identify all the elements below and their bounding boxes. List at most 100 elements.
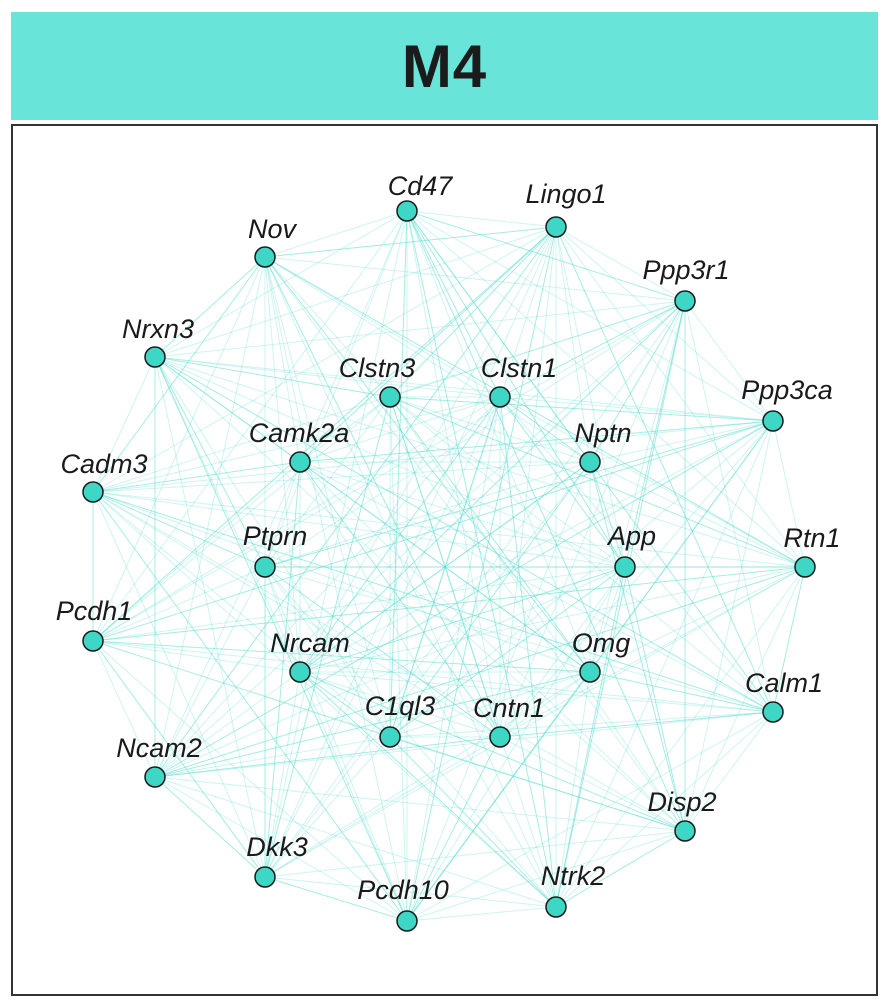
edge-nrxn3-ptprn [154,356,266,568]
edge-nov-c1ql3 [264,256,391,738]
edge-cntn1-pcdh10 [406,736,501,922]
edge-ppp3ca-nptn [589,420,774,463]
edge-nptn-ncam2 [154,461,591,778]
gene-label: Lingo1 [525,179,606,209]
edge-cadm3-pcdh10 [92,491,408,922]
edge-cadm3-ptprn [92,491,266,568]
edge-dkk3-ntrk2 [264,876,557,908]
edge-nov-pcdh10 [264,256,408,922]
edge-ppp3r1-pcdh1 [92,300,686,642]
edge-layer [92,210,806,922]
edge-cd47-lingo1 [406,210,557,228]
edge-nptn-ptprn [264,461,591,568]
edge-ppp3r1-calm1 [684,300,774,713]
gene-node-cntn1: Cntn1 [473,693,545,748]
edge-nrxn3-calm1 [154,356,774,713]
gene-node-dot [289,451,311,473]
gene-node-cadm3: Cadm3 [60,449,148,503]
edge-nov-nptn [264,256,591,463]
edge-ptprn-nrcam [264,566,301,673]
edge-ncam2-disp2 [154,776,686,832]
gene-node-nrxn3: Nrxn3 [122,314,194,368]
edge-ppp3ca-ntrk2 [555,420,774,908]
gene-node-dot [614,556,636,578]
gene-label: Ntrk2 [541,861,606,891]
edge-ppp3ca-camk2a [299,420,774,463]
edge-pcdh1-c1ql3 [92,640,391,738]
gene-label: Ptprn [243,521,308,551]
edge-calm1-ncam2 [154,711,774,778]
gene-node-ppp3ca: Ppp3ca [741,375,833,432]
edge-c1ql3-ntrk2 [389,736,557,908]
gene-label: Clstn3 [339,353,416,383]
edge-camk2a-calm1 [299,461,774,713]
edge-pcdh10-ntrk2 [406,906,557,922]
edge-ptprn-ntrk2 [264,566,557,908]
gene-node-dot [762,701,784,723]
gene-label: Disp2 [647,787,716,817]
edge-nov-pcdh1 [92,256,266,642]
gene-node-dot [794,556,816,578]
edge-lingo1-camk2a [299,226,557,463]
edge-nov-ncam2 [154,256,266,778]
edge-ptprn-calm1 [264,566,774,713]
edge-cadm3-calm1 [92,491,774,713]
gene-label: Omg [572,628,631,658]
gene-node-app: App [606,521,656,578]
edge-cd47-ppp3r1 [406,210,686,302]
edge-calm1-pcdh10 [406,711,774,922]
edge-camk2a-disp2 [299,461,686,832]
edge-omg-ntrk2 [555,671,591,908]
gene-label: Cntn1 [473,693,545,723]
edge-nrcam-pcdh10 [299,671,408,922]
edge-pcdh1-calm1 [92,640,774,713]
edge-clstn3-disp2 [389,396,686,832]
gene-node-disp2: Disp2 [647,787,717,842]
edge-cntn1-dkk3 [264,736,501,878]
gene-label: Pcdh10 [357,875,449,905]
gene-label: Cd47 [388,171,454,201]
edge-nrxn3-clstn3 [154,356,391,398]
edge-clstn1-pcdh10 [406,396,501,922]
edge-disp2-ntrk2 [555,830,686,908]
edge-ptprn-ncam2 [154,566,266,778]
gene-node-dot [254,866,276,888]
edge-cadm3-ntrk2 [92,491,557,908]
edge-camk2a-pcdh1 [92,461,301,642]
edge-ppp3ca-pcdh1 [92,420,774,642]
edge-ppp3ca-ptprn [264,420,774,568]
edge-nov-clstn1 [264,256,501,398]
gene-label: Cadm3 [60,449,147,479]
gene-label: Calm1 [745,668,823,698]
gene-node-nptn: Nptn [574,418,632,473]
gene-node-dot [579,661,601,683]
edge-rtn1-cntn1 [499,566,806,738]
gene-node-clstn3: Clstn3 [339,353,416,408]
edge-lingo1-nov [264,226,557,258]
edge-nrxn3-c1ql3 [154,356,391,738]
edge-lingo1-app [555,226,626,568]
gene-node-dot [82,630,104,652]
edge-nrxn3-nrcam [154,356,301,673]
edge-nov-omg [264,256,591,673]
edge-clstn1-nptn [499,396,591,463]
edge-ppp3r1-omg [589,300,686,673]
edge-ppp3ca-disp2 [684,420,774,832]
edge-clstn3-rtn1 [389,396,806,568]
edge-clstn1-cadm3 [92,396,501,493]
gene-node-dot [254,556,276,578]
edge-nov-camk2a [264,256,301,463]
edge-ppp3r1-nrcam [299,300,686,673]
gene-label: Clstn1 [481,353,558,383]
edge-nrxn3-clstn1 [154,356,501,398]
gene-node-dot [674,820,696,842]
edge-app-omg [589,566,626,673]
edge-nrxn3-cadm3 [92,356,156,493]
gene-label: Nrcam [270,628,350,658]
gene-node-clstn1: Clstn1 [481,353,558,408]
gene-node-omg: Omg [572,628,631,683]
edge-ppp3r1-ppp3ca [684,300,774,422]
edge-ppp3ca-cntn1 [499,420,774,738]
gene-node-ncam2: Ncam2 [116,733,202,788]
